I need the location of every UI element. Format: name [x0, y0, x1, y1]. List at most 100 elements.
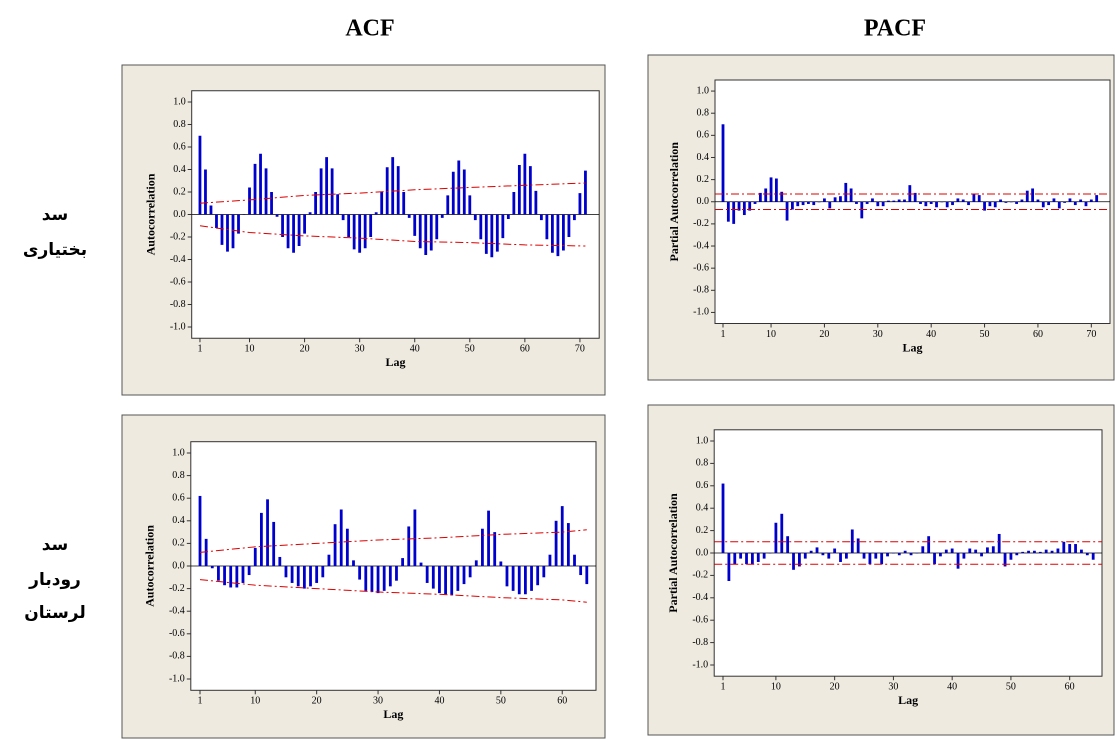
bar — [881, 201, 885, 207]
bar — [951, 201, 954, 206]
bar — [986, 547, 989, 553]
bar — [462, 566, 466, 585]
bar — [284, 566, 288, 578]
confidence-limit — [199, 579, 587, 603]
row-label: لرستان — [24, 603, 86, 623]
bar — [868, 553, 872, 565]
bar — [401, 558, 405, 566]
bar — [272, 521, 276, 566]
bar — [451, 171, 455, 215]
bar — [1027, 550, 1030, 553]
bar — [801, 201, 805, 206]
bar — [956, 553, 960, 569]
bar — [231, 214, 235, 249]
bar — [786, 536, 790, 553]
y-tick-label: -0.6 — [693, 262, 709, 273]
bar — [980, 553, 983, 557]
bar — [845, 553, 848, 559]
bar — [566, 523, 570, 566]
y-tick-label: -1.0 — [692, 659, 708, 670]
y-tick-label: -0.6 — [692, 614, 708, 625]
bar — [290, 566, 294, 583]
y-tick-label: -0.8 — [693, 285, 709, 296]
bar — [780, 191, 784, 202]
bar — [297, 214, 301, 246]
bar — [380, 192, 384, 215]
confidence-limit — [199, 182, 586, 204]
bar — [210, 566, 214, 569]
y-tick-label: -0.6 — [170, 276, 186, 287]
bar — [266, 499, 269, 566]
bar — [370, 566, 374, 592]
x-tick-label: 10 — [771, 681, 781, 692]
bar — [270, 192, 273, 215]
bar — [809, 550, 813, 553]
bar — [407, 214, 411, 218]
bar — [897, 553, 901, 556]
bar — [567, 214, 571, 237]
x-tick-label: 30 — [373, 696, 383, 707]
y-tick-label: 0.2 — [696, 525, 709, 536]
bar — [303, 214, 306, 234]
bar — [440, 214, 444, 218]
bar — [1079, 199, 1083, 202]
bar — [844, 182, 848, 202]
x-tick-label: 60 — [520, 344, 530, 355]
bar — [215, 214, 218, 228]
bar — [499, 561, 503, 566]
bar — [560, 506, 564, 566]
bar — [739, 553, 743, 559]
bar — [797, 553, 801, 567]
y-tick-label: -0.2 — [693, 218, 709, 229]
y-tick-label: 0.0 — [173, 209, 186, 220]
bar — [341, 214, 345, 221]
bar — [726, 201, 730, 222]
bar — [382, 566, 386, 591]
y-tick-label: 1.0 — [697, 85, 710, 96]
bar — [1073, 201, 1077, 206]
y-tick-label: 0.0 — [172, 560, 185, 571]
bar — [473, 214, 477, 221]
bar — [758, 192, 762, 202]
bar — [562, 214, 565, 251]
bar — [435, 214, 439, 240]
bar — [768, 553, 772, 554]
bar — [321, 566, 325, 578]
bar — [314, 192, 318, 215]
bar — [1021, 551, 1025, 553]
bar — [413, 214, 417, 236]
bar — [886, 553, 889, 557]
y-tick-label: 0.4 — [172, 515, 185, 526]
bar — [425, 566, 429, 583]
bar — [578, 193, 582, 215]
x-axis-label: Lag — [385, 355, 405, 369]
bar — [573, 554, 576, 566]
bar — [505, 566, 509, 587]
y-tick-label: 0.4 — [696, 502, 709, 513]
x-tick-label: 20 — [312, 696, 322, 707]
bar — [1020, 199, 1024, 202]
y-axis-label: Autocorrelation — [143, 173, 157, 255]
bar — [1057, 201, 1061, 209]
bar — [1080, 549, 1083, 553]
bar — [871, 198, 874, 202]
y-tick-label: -0.2 — [692, 570, 708, 581]
bar — [827, 553, 831, 559]
bar — [468, 566, 472, 578]
bar — [769, 177, 773, 202]
x-tick-label: 30 — [355, 344, 365, 355]
bar — [1047, 201, 1051, 206]
bar — [919, 201, 922, 204]
bar — [429, 214, 433, 251]
bar — [756, 553, 760, 562]
bar — [259, 153, 262, 215]
bar — [523, 153, 527, 215]
x-tick-label: 10 — [250, 696, 260, 707]
bar — [821, 553, 825, 556]
bar — [1015, 201, 1018, 204]
y-tick-label: 0.0 — [696, 547, 709, 558]
y-tick-label: 0.2 — [172, 538, 185, 549]
x-tick-label: 50 — [496, 696, 506, 707]
row-label: سد — [42, 205, 69, 225]
bar — [220, 214, 224, 245]
